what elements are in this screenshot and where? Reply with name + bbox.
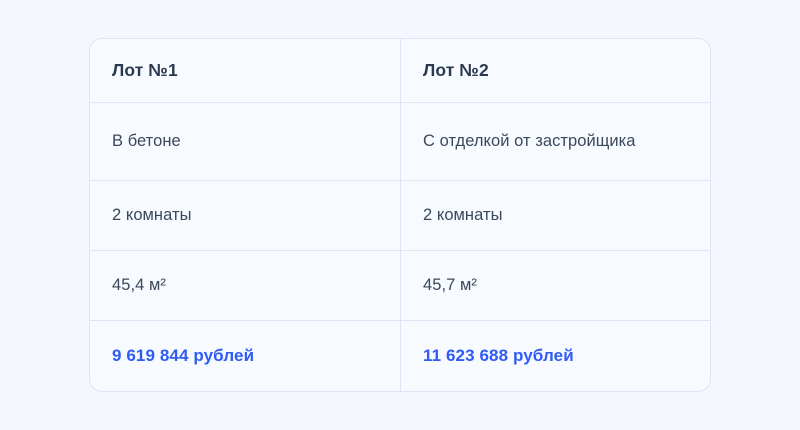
- lot-2-price-value: 11 623 688 рублей: [423, 346, 574, 366]
- lot-1-area-value: 45,4 м²: [112, 276, 166, 295]
- lot-1-rooms-value: 2 комнаты: [112, 206, 192, 225]
- table-header-cell-lot-2: Лот №2: [401, 39, 710, 102]
- lot-2-area-cell: 45,7 м²: [401, 251, 710, 320]
- lot-1-price-cell: 9 619 844 рублей: [90, 321, 401, 391]
- lot-2-title: Лот №2: [423, 59, 489, 80]
- table-row: 9 619 844 рублей 11 623 688 рублей: [90, 321, 710, 391]
- lot-1-area-cell: 45,4 м²: [90, 251, 401, 320]
- lot-comparison-table: Лот №1 Лот №2 В бетоне С отделкой от зас…: [89, 38, 711, 392]
- lot-2-rooms-cell: 2 комнаты: [401, 181, 710, 250]
- table-row: 45,4 м² 45,7 м²: [90, 251, 710, 321]
- lot-1-price-value: 9 619 844 рублей: [112, 346, 255, 366]
- lot-2-finish-value: С отделкой от застройщика: [423, 132, 636, 151]
- lot-2-rooms-value: 2 комнаты: [423, 206, 503, 225]
- lot-2-price-cell: 11 623 688 рублей: [401, 321, 710, 391]
- lot-2-area-value: 45,7 м²: [423, 276, 477, 295]
- table-header-cell-lot-1: Лот №1: [90, 39, 401, 102]
- lot-1-title: Лот №1: [112, 59, 178, 80]
- table-row: В бетоне С отделкой от застройщика: [90, 103, 710, 181]
- lot-2-finish-cell: С отделкой от застройщика: [401, 103, 710, 180]
- lot-1-rooms-cell: 2 комнаты: [90, 181, 401, 250]
- table-header-row: Лот №1 Лот №2: [90, 39, 710, 103]
- lot-1-finish-cell: В бетоне: [90, 103, 401, 180]
- lot-1-finish-value: В бетоне: [112, 132, 181, 151]
- table-row: 2 комнаты 2 комнаты: [90, 181, 710, 251]
